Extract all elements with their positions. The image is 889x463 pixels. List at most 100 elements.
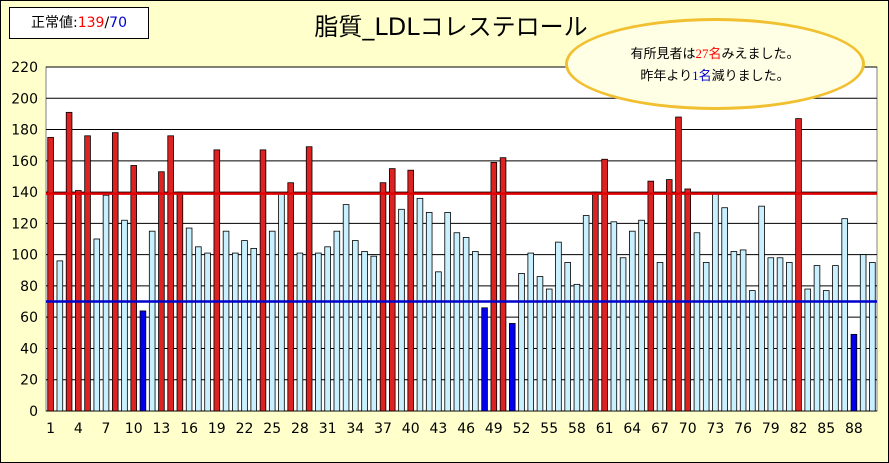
- x-tick-label: 13: [153, 421, 171, 437]
- bar: [259, 149, 267, 412]
- bar: [47, 136, 54, 412]
- bar: [296, 252, 304, 412]
- x-tick-label: 4: [74, 421, 83, 437]
- bar: [121, 219, 128, 412]
- bar: [555, 241, 562, 412]
- bar: [850, 333, 858, 412]
- x-tick-label: 7: [102, 421, 111, 437]
- bar: [185, 227, 193, 412]
- y-tick-label: 120: [11, 216, 38, 232]
- bar: [582, 215, 590, 412]
- y-tick-label: 60: [20, 310, 38, 326]
- x-tick-label: 31: [319, 421, 337, 437]
- bar: [93, 238, 101, 412]
- bar: [370, 255, 378, 412]
- bar: [130, 165, 137, 412]
- bar: [693, 232, 701, 412]
- bar: [841, 218, 848, 412]
- x-tick-label: 16: [180, 421, 198, 437]
- normal-value-upper: 139: [77, 15, 105, 31]
- y-tick-label: 100: [11, 248, 38, 264]
- bar: [684, 188, 691, 412]
- bar: [158, 171, 165, 412]
- callout-line1-pre: 有所見者は: [630, 46, 696, 61]
- x-tick-label: 19: [208, 421, 226, 437]
- y-tick-label: 40: [20, 341, 38, 357]
- bar: [647, 180, 655, 412]
- bar: [241, 240, 248, 412]
- bar: [573, 283, 581, 412]
- bar: [222, 230, 230, 412]
- bar: [287, 182, 294, 412]
- x-tick-label: 1: [46, 421, 55, 437]
- bar: [148, 230, 156, 412]
- bar: [536, 276, 544, 412]
- bar: [407, 169, 414, 412]
- bar: [619, 257, 627, 412]
- bar: [435, 271, 442, 412]
- bar: [702, 262, 710, 412]
- y-tick-label: 20: [20, 373, 38, 389]
- x-tick-label: 82: [790, 421, 808, 437]
- x-tick-label: 40: [402, 421, 420, 437]
- bar: [499, 157, 507, 412]
- normal-value-lower: 70: [109, 15, 127, 31]
- bar: [490, 161, 498, 412]
- x-tick-label: 61: [596, 421, 614, 437]
- x-tick-label: 10: [125, 421, 143, 437]
- callout-line2-post: 減りました。: [711, 68, 790, 83]
- y-tick-label: 220: [11, 60, 38, 76]
- bar: [425, 212, 433, 412]
- bar: [832, 265, 839, 412]
- x-tick-label: 25: [263, 421, 281, 437]
- bar: [638, 219, 645, 412]
- bar: [250, 247, 258, 412]
- bar: [352, 240, 359, 412]
- bar: [527, 252, 535, 412]
- x-tick-label: 88: [845, 421, 863, 437]
- bar: [102, 194, 110, 412]
- x-tick-label: 58: [568, 421, 586, 437]
- x-tick-label: 70: [679, 421, 697, 437]
- callout-line-1: 有所見者は27名みえました。: [568, 43, 862, 65]
- bar: [204, 252, 211, 412]
- bar: [305, 146, 313, 412]
- bar: [739, 249, 747, 412]
- x-tick-label: 37: [374, 421, 392, 437]
- bar: [749, 290, 756, 412]
- bar: [416, 197, 424, 412]
- bar: [444, 212, 451, 412]
- plot-area: [45, 66, 878, 412]
- x-tick-label: 28: [291, 421, 309, 437]
- x-tick-label: 46: [457, 421, 475, 437]
- callout-bubble: 有所見者は27名みえました。 昨年より1名減りました。: [565, 18, 865, 110]
- bar: [139, 310, 147, 412]
- bar: [232, 252, 239, 412]
- bar: [361, 251, 368, 412]
- bar: [453, 232, 461, 412]
- normal-value-sep: /: [104, 15, 110, 31]
- bar: [869, 262, 876, 412]
- bar: [859, 254, 867, 412]
- bar: [758, 205, 765, 412]
- bar: [721, 207, 728, 412]
- bar: [324, 246, 331, 412]
- bar: [268, 230, 276, 412]
- y-tick-label: 140: [11, 185, 38, 201]
- normal-value-box: 正常値:139/70: [9, 7, 149, 39]
- bar: [56, 260, 64, 412]
- y-tick-label: 200: [11, 91, 38, 107]
- x-tick-label: 43: [430, 421, 448, 437]
- x-tick-label: 64: [623, 421, 641, 437]
- bar: [675, 116, 682, 412]
- bar: [213, 149, 221, 412]
- y-tick-label: 160: [11, 154, 38, 170]
- bar: [822, 290, 830, 412]
- bar: [333, 230, 341, 412]
- y-tick-label: 80: [20, 279, 38, 295]
- bar: [509, 323, 516, 412]
- bar: [629, 230, 636, 412]
- x-tick-label: 55: [540, 421, 558, 437]
- x-tick-label: 52: [513, 421, 531, 437]
